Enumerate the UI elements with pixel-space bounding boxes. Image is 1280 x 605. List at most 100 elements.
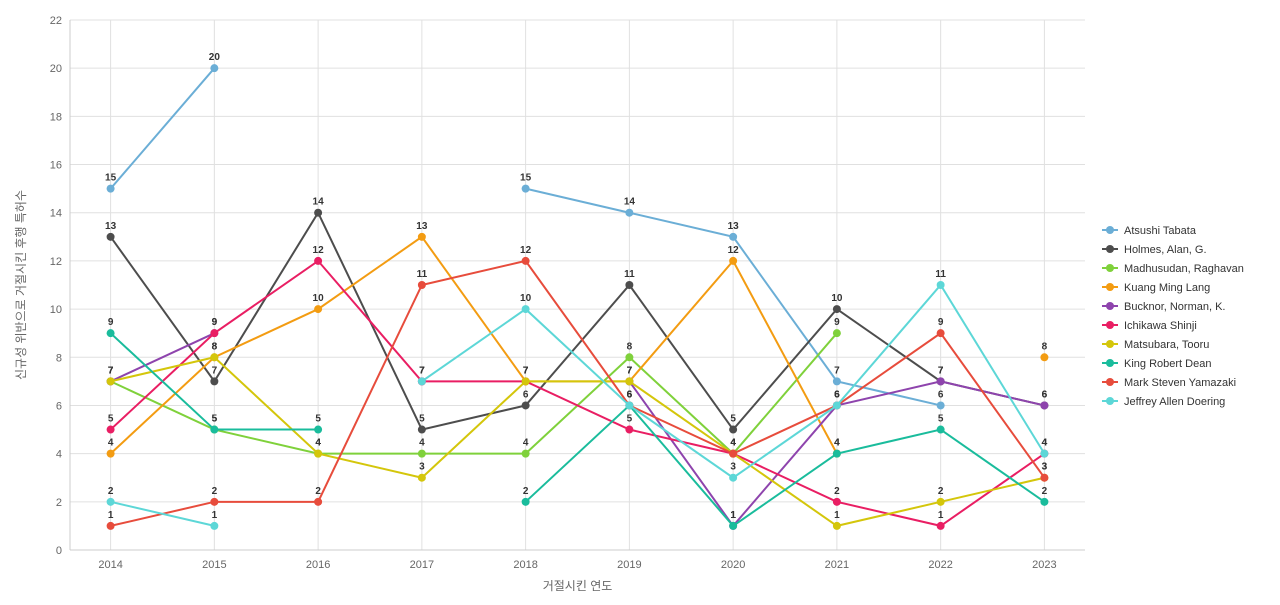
data-value-label: 14 (313, 197, 325, 208)
legend-label: Madhusudan, Raghavan (1124, 263, 1244, 275)
x-tick-label: 2022 (928, 559, 952, 571)
data-value-label: 6 (627, 389, 633, 400)
data-point (625, 401, 633, 409)
data-point (210, 426, 218, 434)
data-value-label: 6 (523, 389, 529, 400)
data-point (1040, 353, 1048, 361)
legend-label: Ichikawa Shinji (1124, 320, 1197, 332)
data-point (418, 233, 426, 241)
data-point (833, 498, 841, 506)
data-value-label: 4 (419, 438, 425, 449)
data-value-label: 1 (730, 510, 736, 521)
data-value-label: 15 (105, 173, 117, 184)
data-point (418, 281, 426, 289)
data-point (1040, 401, 1048, 409)
data-value-label: 5 (730, 414, 736, 425)
data-value-label: 1 (938, 510, 944, 521)
data-point (522, 498, 530, 506)
y-tick-label: 10 (50, 304, 62, 316)
data-value-label: 8 (212, 341, 218, 352)
data-point (314, 305, 322, 313)
data-value-label: 1 (834, 510, 840, 521)
data-point (937, 522, 945, 530)
legend-label: Jeffrey Allen Doering (1124, 396, 1225, 408)
y-tick-label: 2 (56, 497, 62, 509)
data-value-label: 2 (1042, 486, 1048, 497)
data-value-label: 8 (1042, 341, 1048, 352)
data-point (833, 450, 841, 458)
data-value-label: 11 (935, 269, 946, 280)
x-tick-label: 2017 (410, 559, 434, 571)
data-value-label: 1 (108, 510, 114, 521)
data-point (729, 474, 737, 482)
y-tick-label: 8 (56, 352, 62, 364)
chart-svg: 0246810121416182022201420152016201720182… (0, 0, 1280, 600)
data-point (833, 522, 841, 530)
x-tick-label: 2019 (617, 559, 641, 571)
data-value-label: 7 (627, 365, 633, 376)
data-point (937, 401, 945, 409)
data-value-label: 10 (831, 293, 843, 304)
data-point (1040, 474, 1048, 482)
data-value-label: 2 (523, 486, 529, 497)
data-value-label: 13 (728, 221, 740, 232)
data-value-label: 7 (523, 365, 529, 376)
data-point (314, 450, 322, 458)
data-point (625, 281, 633, 289)
data-value-label: 2 (315, 486, 321, 497)
data-value-label: 7 (938, 365, 944, 376)
data-value-label: 3 (730, 462, 736, 473)
data-point (729, 233, 737, 241)
data-value-label: 5 (938, 414, 944, 425)
data-value-label: 6 (938, 389, 944, 400)
y-tick-label: 0 (56, 545, 62, 557)
data-value-label: 2 (938, 486, 944, 497)
data-value-label: 4 (1042, 438, 1048, 449)
data-value-label: 12 (313, 245, 325, 256)
legend-label: Bucknor, Norman, K. (1124, 301, 1226, 313)
data-value-label: 9 (108, 317, 114, 328)
y-tick-label: 14 (50, 208, 62, 220)
y-tick-label: 4 (56, 449, 62, 461)
data-value-label: 12 (520, 245, 532, 256)
series-line (111, 261, 1045, 526)
data-point (107, 377, 115, 385)
data-point (210, 353, 218, 361)
data-point (937, 281, 945, 289)
data-value-label: 20 (209, 52, 221, 63)
data-point (522, 305, 530, 313)
data-value-label: 11 (417, 269, 428, 280)
data-value-label: 12 (728, 245, 740, 256)
data-value-label: 13 (416, 221, 428, 232)
data-value-label: 1 (212, 510, 218, 521)
data-point (833, 329, 841, 337)
data-point (522, 257, 530, 265)
data-value-label: 11 (624, 269, 635, 280)
data-point (418, 377, 426, 385)
data-value-label: 6 (1042, 389, 1048, 400)
data-point (210, 377, 218, 385)
data-value-label: 4 (523, 438, 529, 449)
series-line (111, 333, 837, 453)
data-point (833, 305, 841, 313)
y-axis-label: 신규성 위반으로 거절시킨 후행 특허수 (13, 190, 28, 380)
data-value-label: 5 (108, 414, 114, 425)
y-tick-label: 12 (50, 256, 62, 268)
data-value-label: 5 (627, 414, 633, 425)
data-point (314, 257, 322, 265)
x-tick-label: 2018 (513, 559, 537, 571)
y-tick-label: 16 (50, 160, 62, 172)
data-value-label: 5 (419, 414, 425, 425)
data-point (729, 426, 737, 434)
data-point (937, 377, 945, 385)
y-tick-label: 22 (50, 15, 62, 27)
data-point (522, 377, 530, 385)
data-value-label: 7 (419, 365, 425, 376)
data-point (210, 329, 218, 337)
data-value-label: 4 (315, 438, 321, 449)
x-tick-label: 2015 (202, 559, 226, 571)
series-line (111, 333, 1045, 526)
series-line (111, 261, 1045, 526)
x-axis-label: 거절시킨 연도 (543, 579, 613, 593)
data-point (522, 450, 530, 458)
